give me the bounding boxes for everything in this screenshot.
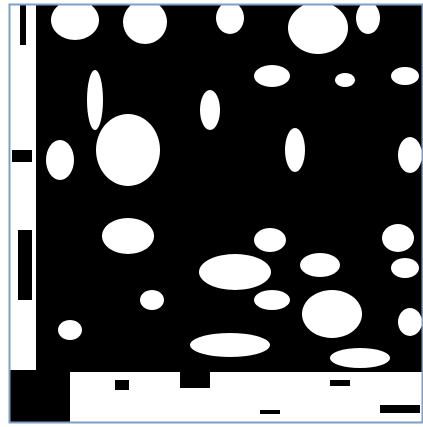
plot-area [10,0,422,422]
recurrence-plot [0,0,423,427]
light-strip [10,5,36,370]
body [0,0,423,427]
page: {} html, body { margin: 0; padding: 0; w… [0,0,423,427]
light-band [70,372,422,422]
